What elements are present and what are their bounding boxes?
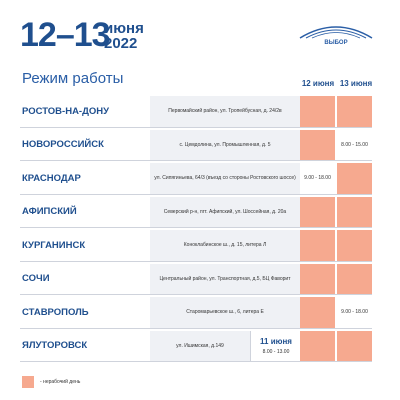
extra-day: 11 июня 8.00 - 13.00 — [250, 330, 301, 361]
table-row: КРАСНОДАР ул. Сипягиньева, 64/3 (въезд со… — [20, 163, 372, 195]
address: ул. Ишимская, д.149 — [150, 330, 250, 361]
extra-date: 11 июня — [260, 336, 292, 346]
closed-cell — [300, 96, 335, 127]
closed-cell — [300, 330, 335, 361]
city: НОВОРОССИЙСК — [22, 139, 104, 151]
closed-cell — [300, 196, 335, 227]
logo-text: ВЫБОР — [324, 40, 347, 46]
closed-cell — [337, 163, 372, 194]
title: Режим работы — [22, 70, 124, 87]
table-row: РОСТОВ-НА-ДОНУ Первомайский район, ул. Тр… — [20, 96, 372, 128]
city: СТАВРОПОЛЬ — [22, 306, 89, 318]
hours-cell: 8.00 - 15.00 — [341, 141, 368, 148]
closed-cell — [300, 297, 335, 328]
city: СОЧИ — [22, 273, 50, 285]
extra-hours: 8.00 - 13.00 — [262, 348, 290, 355]
closed-cell — [337, 96, 372, 127]
closed-cell — [300, 263, 335, 294]
header-year: 2022 — [104, 35, 138, 52]
address: Северский р-н, пгт. Афипский, ул. Шоссей… — [150, 196, 300, 227]
closed-cell — [337, 230, 372, 261]
hours-cell: 9.00 - 18.00 — [341, 309, 368, 316]
column-header: 13 июня — [339, 79, 373, 88]
hours-cell: 9.00 - 18.00 — [304, 175, 331, 182]
legend-text: - нерабочий день — [40, 379, 81, 385]
address: Старомарьевское ш., 6, литера Е — [150, 297, 300, 328]
logo: ВЫБОР — [299, 26, 373, 46]
closed-cell — [337, 263, 372, 294]
table-row: АФИПСКИЙ Северский р-н, пгт. Афипский, ул… — [20, 196, 372, 228]
city: КУРГАНИНСК — [22, 239, 86, 251]
table-row: СТАВРОПОЛЬ Старомарьевское ш., 6, литера … — [20, 297, 372, 329]
header-days: 12–13 — [20, 16, 111, 54]
address: ул. Сипягиньева, 64/3 (въезд со стороны … — [150, 163, 300, 194]
column-header: 12 июня — [301, 79, 335, 88]
address: Первомайский район, ул. Тропейбусная, д.… — [150, 96, 300, 127]
header-month: июня — [104, 20, 144, 37]
closed-cell — [300, 129, 335, 160]
address: с. Цемдолина, ул. Промышленная, д. 5 — [150, 129, 300, 160]
table-row: ЯЛУТОРОВСК ул. Ишимская, д.149 11 июня 8.00… — [20, 330, 372, 362]
address: Коноклабинское ш., д. 15, литера Л — [150, 230, 300, 261]
legend-swatch — [22, 376, 34, 388]
city: КРАСНОДАР — [22, 172, 81, 184]
address: Центральный район, ул. Транспортная, д.5… — [150, 263, 300, 294]
city: АФИПСКИЙ — [22, 206, 77, 218]
table-row: СОЧИ Центральный район, ул. Транспортная,… — [20, 263, 372, 295]
city: РОСТОВ-НА-ДОНУ — [22, 105, 110, 117]
table-row: НОВОРОССИЙСК с. Цемдолина, ул. Промышленн… — [20, 129, 372, 161]
closed-cell — [337, 196, 372, 227]
city: ЯЛУТОРОВСК — [22, 340, 88, 352]
table-row: КУРГАНИНСК Коноклабинское ш., д. 15, лите… — [20, 230, 372, 262]
closed-cell — [300, 230, 335, 261]
closed-cell — [337, 330, 372, 361]
